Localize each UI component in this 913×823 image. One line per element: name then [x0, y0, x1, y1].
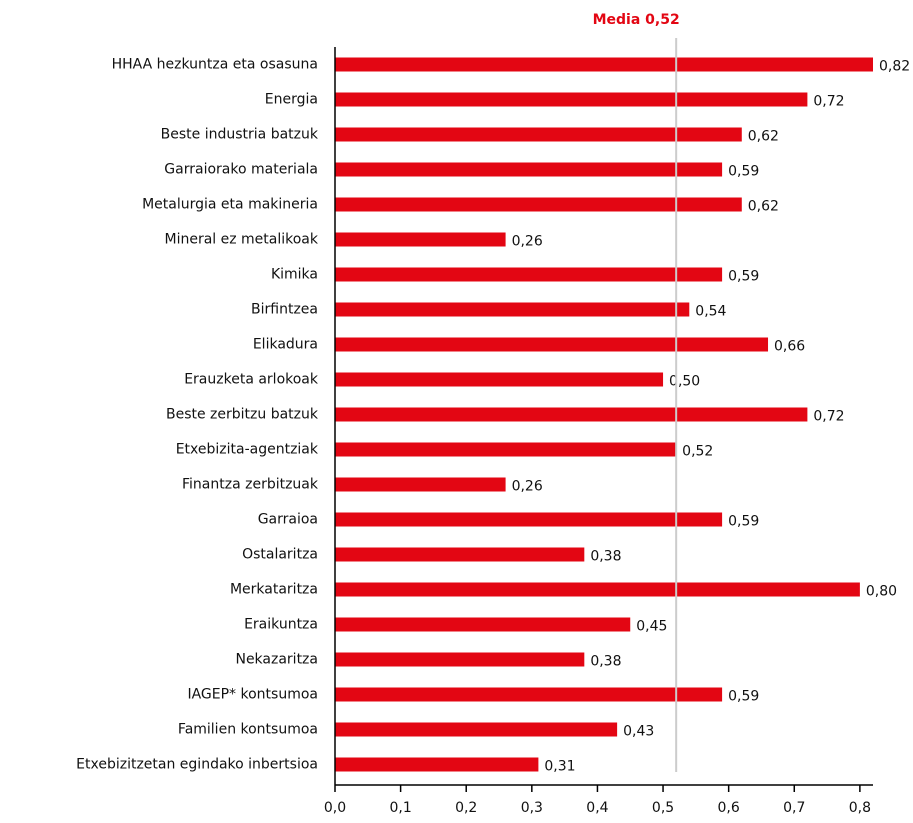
bar: [335, 722, 618, 737]
value-label: 0,50: [669, 374, 700, 390]
x-tick-label: 0,1: [389, 800, 411, 816]
value-label: 0,26: [512, 479, 543, 495]
bar: [335, 547, 585, 562]
bar: [335, 512, 723, 527]
bar: [335, 652, 585, 667]
category-label: Finantza zerbitzuak: [182, 477, 319, 493]
category-label: Kimika: [271, 267, 318, 283]
category-label: Energia: [265, 92, 318, 108]
value-label: 0,38: [590, 654, 621, 670]
category-label: Eraikuntza: [244, 617, 318, 633]
value-label: 0,31: [544, 759, 575, 775]
value-label: 0,43: [623, 724, 654, 740]
x-tick-label: 0,7: [783, 800, 805, 816]
bar: [335, 57, 873, 72]
x-tick-label: 0,5: [652, 800, 674, 816]
value-label: 0,45: [636, 619, 667, 635]
bar: [335, 617, 631, 632]
value-label: 0,59: [728, 514, 759, 530]
category-label: HHAA hezkuntza eta osasuna: [112, 57, 318, 73]
bar: [335, 372, 664, 387]
x-tick-label: 0,6: [718, 800, 740, 816]
category-label: IAGEP* kontsumoa: [187, 687, 318, 703]
x-tick-label: 0,3: [521, 800, 543, 816]
category-label: Metalurgia eta makineria: [142, 197, 318, 213]
x-tick-label: 0,8: [849, 800, 871, 816]
bar: [335, 92, 808, 107]
x-tick-label: 0,2: [455, 800, 477, 816]
category-label: Birfintzea: [251, 302, 318, 318]
value-label: 0,66: [774, 339, 805, 355]
value-label: 0,38: [590, 549, 621, 565]
value-label: 0,72: [813, 94, 844, 110]
category-label: Familien kontsumoa: [178, 722, 318, 738]
bar: [335, 687, 723, 702]
category-label: Garraioa: [258, 512, 318, 528]
value-label: 0,62: [748, 129, 779, 145]
category-label: Mineral ez metalikoak: [164, 232, 318, 248]
bar: [335, 232, 506, 247]
value-label: 0,26: [512, 234, 543, 250]
category-label: Nekazaritza: [235, 652, 318, 668]
bar: [335, 582, 860, 597]
x-tick-label: 0,4: [586, 800, 608, 816]
bar: [335, 302, 690, 317]
category-label: Garraiorako materiala: [164, 162, 318, 178]
value-label: 0,59: [728, 689, 759, 705]
bar: [335, 442, 677, 457]
bar: [335, 267, 723, 282]
value-label: 0,82: [879, 59, 910, 75]
value-label: 0,52: [682, 444, 713, 460]
bar: [335, 337, 769, 352]
bar: [335, 162, 723, 177]
category-label: Beste industria batzuk: [161, 127, 319, 143]
bar: [335, 127, 742, 142]
category-label: Beste zerbitzu batzuk: [166, 407, 319, 423]
bar: [335, 477, 506, 492]
value-label: 0,62: [748, 199, 779, 215]
bar: [335, 407, 808, 422]
category-label: Elikadura: [253, 337, 318, 353]
x-tick-label: 0,0: [324, 800, 346, 816]
bar: [335, 197, 742, 212]
value-label: 0,59: [728, 269, 759, 285]
reference-label: Media 0,52: [593, 12, 680, 28]
category-label: Erauzketa arlokoak: [184, 372, 319, 388]
value-label: 0,54: [695, 304, 726, 320]
category-label: Etxebizitzetan egindako inbertsioa: [76, 757, 318, 773]
value-label: 0,59: [728, 164, 759, 180]
category-label: Etxebizita-agentziak: [176, 442, 319, 458]
value-label: 0,72: [813, 409, 844, 425]
bar: [335, 757, 539, 772]
value-label: 0,80: [866, 584, 897, 600]
category-label: Merkataritza: [230, 582, 318, 598]
category-label: Ostalaritza: [242, 547, 318, 563]
